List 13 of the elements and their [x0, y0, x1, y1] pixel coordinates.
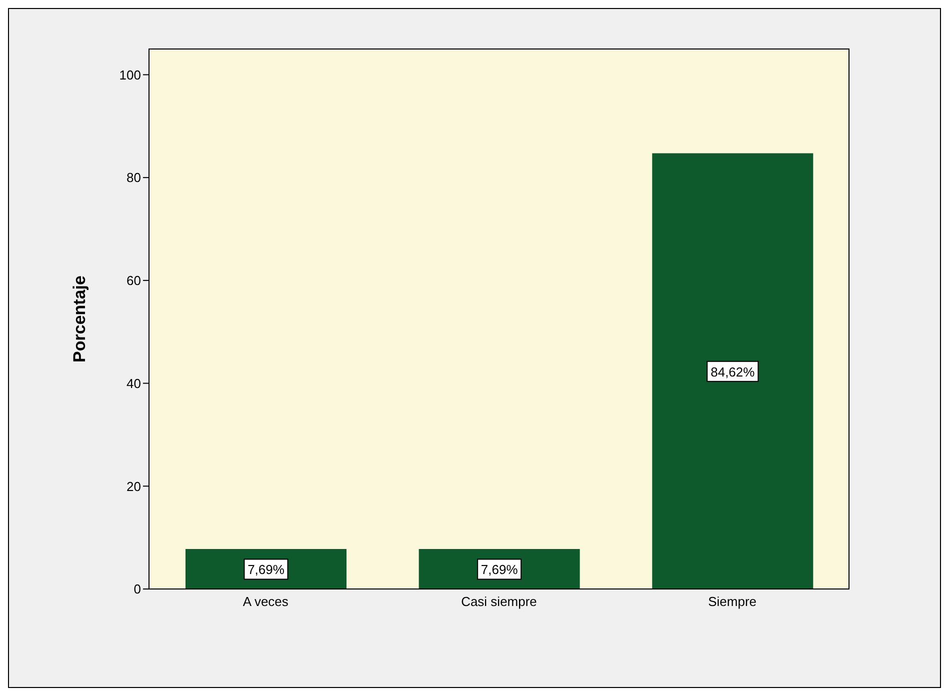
y-tick-label: 0 [134, 582, 141, 597]
x-tick-label: Casi siempre [461, 594, 537, 610]
y-tick-label: 100 [119, 67, 141, 82]
y-tick-label: 60 [126, 273, 141, 288]
x-tick-label: Siempre [708, 594, 757, 610]
y-tick-label: 80 [126, 170, 141, 186]
data-label: 7,69% [248, 562, 285, 578]
data-label: 7,69% [480, 562, 518, 578]
y-axis-title: Porcentaje [70, 276, 90, 362]
data-label: 84,62% [710, 364, 756, 380]
y-tick-label: 20 [126, 478, 141, 494]
x-tick-label: A veces [242, 594, 289, 610]
y-tick-label: 40 [126, 376, 141, 391]
